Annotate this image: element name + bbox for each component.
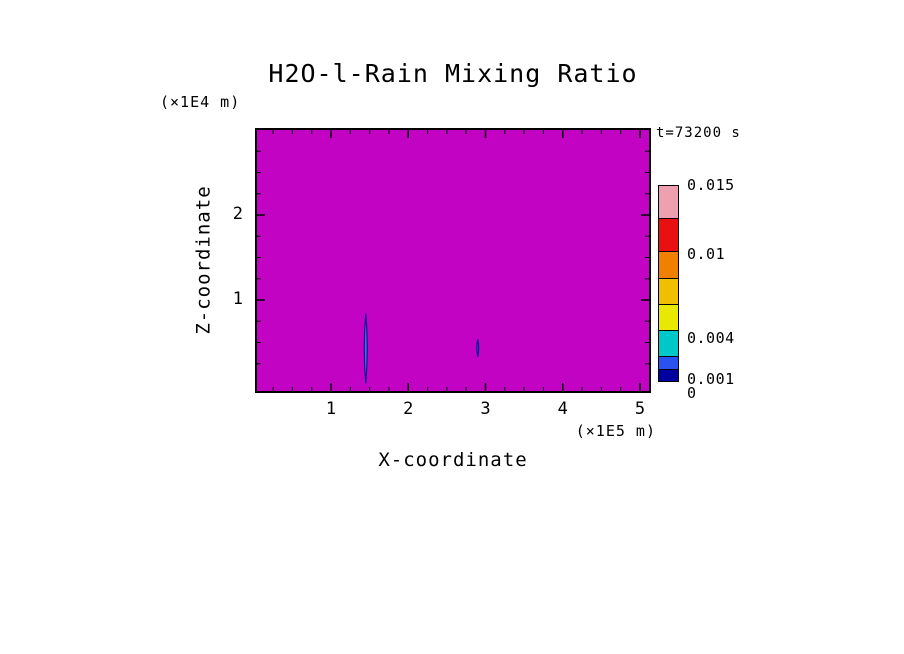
- x-tick-label: 1: [325, 399, 337, 419]
- y-axis-label: Z-coordinate: [192, 185, 215, 335]
- timestamp-label: t=73200 s: [656, 125, 741, 141]
- colorbar-segment: [658, 185, 679, 220]
- colorbar-tick-label: 0.01: [687, 245, 726, 264]
- x-tick-label: 2: [403, 399, 414, 419]
- contour-feature-1: [363, 313, 368, 384]
- x-tick-label: 4: [557, 399, 568, 419]
- colorbar-segment: [658, 329, 679, 358]
- colorbar-segment: [658, 251, 679, 280]
- colorbar-tick-label: 0: [687, 384, 697, 402]
- colorbar: [658, 185, 679, 393]
- plot-canvas: [257, 130, 649, 391]
- x-axis-unit-label: (×1E5 m): [575, 422, 656, 440]
- x-axis-label: X-coordinate: [378, 449, 528, 471]
- colorbar-tick-label: 0.015: [687, 176, 735, 194]
- colorbar-segment: [658, 277, 679, 306]
- x-tick-label: 5: [634, 399, 646, 419]
- contour-feature-2: [476, 338, 480, 358]
- plot-area: [255, 128, 651, 393]
- y-tick-label: 2: [232, 204, 243, 224]
- chart-title: H2O-l-Rain Mixing Ratio: [268, 59, 638, 88]
- colorbar-tick-label: 0.001: [687, 370, 735, 389]
- colorbar-segment: [658, 303, 679, 332]
- colorbar-segment: [658, 368, 679, 383]
- colorbar-tick-label: 0.004: [687, 328, 735, 347]
- y-axis-unit-label: (×1E4 m): [160, 93, 241, 111]
- y-tick-label: 1: [232, 289, 243, 309]
- x-tick-label: 3: [480, 399, 491, 419]
- colorbar-segment: [658, 218, 679, 253]
